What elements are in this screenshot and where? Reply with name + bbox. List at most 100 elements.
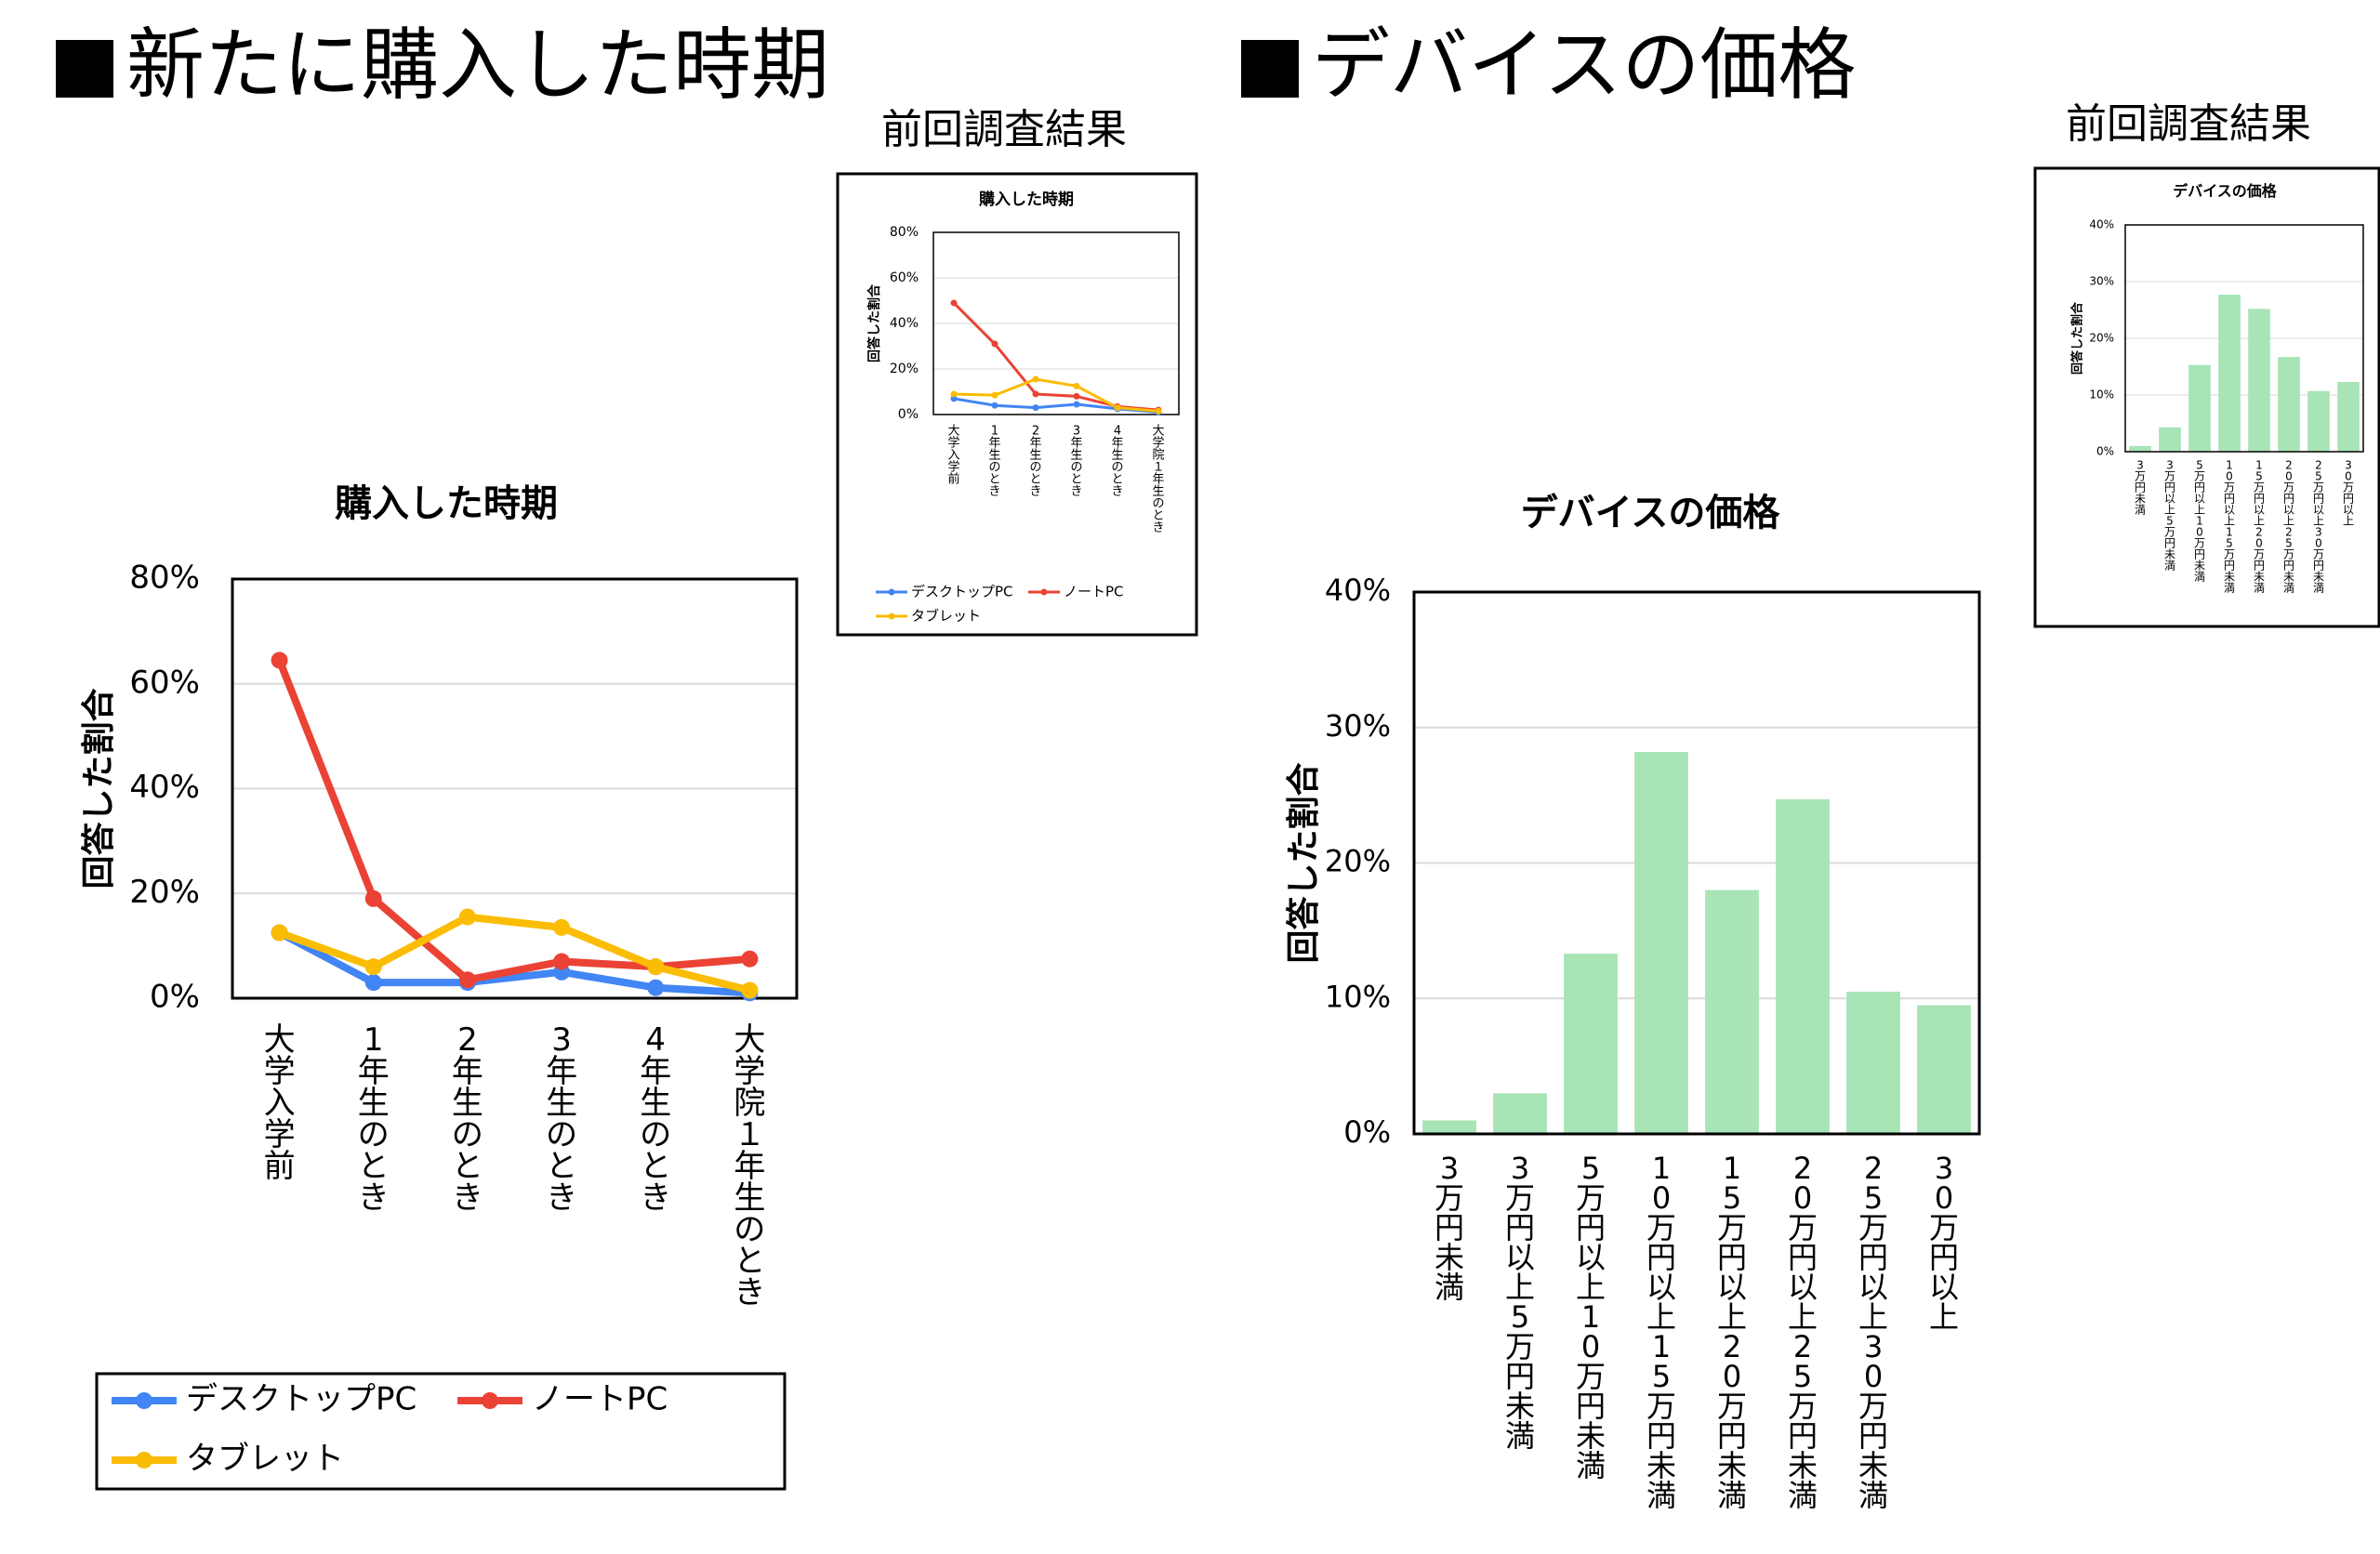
purchase-main-data-point: [458, 971, 476, 989]
price-main-y-tick-label: 0%: [1343, 1114, 1391, 1150]
purchase-previous-frame: [836, 172, 1198, 637]
purchase-main-x-tick-label: 大学入学前: [264, 1021, 296, 1185]
purchase-previous-data-point: [1114, 404, 1121, 412]
price-previous-bar: [2248, 309, 2270, 452]
purchase-previous-data-point: [991, 402, 998, 409]
price-main-bar: [1846, 991, 1900, 1134]
purchase-previous-legend-label: ノートPC: [1064, 584, 1124, 600]
purchase-previous-data-point: [1155, 407, 1162, 415]
price-previous-bar: [2278, 357, 2300, 452]
price-main-bar: [1705, 889, 1759, 1134]
right-section-heading: デバイスの価格: [1241, 19, 1856, 112]
price-main-y-tick-label: 30%: [1325, 708, 1391, 744]
purchase-previous-legend-marker: [888, 612, 895, 620]
purchase-previous-data-point: [950, 299, 958, 307]
purchase-previous-x-tick-label: 2 年生のとき: [1029, 424, 1041, 498]
purchase-main-y-tick-label: 20%: [129, 874, 200, 911]
purchase-main-data-point: [553, 918, 571, 936]
price-previous-plot-area: [2124, 224, 2364, 453]
purchase-previous-data-point: [1032, 390, 1039, 398]
price-main-y-axis-label: 回答した割合: [1285, 762, 1323, 963]
price-main-bar: [1634, 751, 1688, 1134]
price-previous-x-tick-label: 2 0 万円以上 2 5 万円未満: [2283, 459, 2294, 595]
price-main-x-tick-label: 3 万円以上 5 万円未満: [1505, 1151, 1535, 1454]
purchase-main-data-point: [271, 924, 288, 942]
purchase-previous-plot-area: [932, 231, 1180, 415]
purchase-main-x-tick-label: 3 年生のとき: [546, 1021, 577, 1217]
price-main-plot-area: [1412, 590, 1981, 1136]
left-section-heading-text: 新たに購入した時期: [126, 20, 830, 111]
square-bullet-icon: [56, 40, 113, 98]
purchase-main-legend-marker: [136, 1452, 152, 1468]
price-previous-x-tick-label: 3 0 万円以上: [2343, 459, 2354, 528]
purchase-main-x-tick-label: 4 年生のとき: [640, 1021, 671, 1217]
purchase-main-data-point: [647, 958, 665, 976]
purchase-previous-legend-label: デスクトップPC: [911, 584, 1013, 600]
purchase-previous-data-point: [991, 391, 998, 399]
purchase-previous-x-tick-label: 3 年生のとき: [1070, 424, 1082, 498]
purchase-main-series-line: [278, 913, 751, 994]
price-main-chart: デバイスの価格 0% 10% 20% 30% 40% 回答した割合 3 万円未満 3 万円以上 5 万円…: [1285, 492, 1981, 1513]
purchase-previous-series-line: [953, 377, 1159, 413]
previous-result-label-right: 前回調査結果: [2066, 100, 2311, 148]
purchase-previous-y-tick-label: 40%: [890, 316, 919, 331]
price-previous-y-tick-label: 10%: [2089, 388, 2114, 402]
price-previous-y-tick-label: 0%: [2096, 445, 2114, 458]
purchase-main-y-tick-label: 60%: [129, 664, 200, 701]
purchase-previous-title: 購入した時期: [979, 190, 1074, 209]
purchase-previous-data-point: [950, 395, 958, 402]
purchase-main-data-point: [364, 974, 382, 992]
purchase-main-x-tick-label: 2 年生のとき: [452, 1021, 483, 1217]
price-previous-bar: [2188, 364, 2211, 452]
purchase-previous-data-point: [1032, 375, 1039, 383]
purchase-previous-y-tick-label: 20%: [890, 362, 919, 376]
purchase-main-data-point: [741, 981, 759, 999]
price-previous-x-tick-label: 3 万円未満: [2135, 459, 2146, 517]
price-previous-bar: [2159, 427, 2181, 452]
price-main-x-tick-label: 3 0 万円以上: [1929, 1151, 1959, 1335]
price-previous-bar: [2129, 445, 2151, 452]
purchase-main-title: 購入した時期: [335, 482, 558, 525]
purchase-main-data-point: [553, 953, 571, 970]
purchase-main-data-point: [647, 979, 665, 996]
purchase-main-y-axis-label: 回答した割合: [80, 688, 118, 889]
purchase-previous-y-tick-label: 60%: [890, 270, 919, 285]
purchase-previous-x-tick-label: 大学入学前: [947, 424, 959, 486]
purchase-previous-data-point: [1073, 401, 1080, 408]
price-main-y-tick-label: 20%: [1325, 844, 1391, 879]
price-previous-y-axis-label: 回答した割合: [2070, 301, 2085, 375]
purchase-main-legend-label: ノートPC: [532, 1381, 668, 1418]
purchase-previous-data-point: [1073, 392, 1080, 400]
purchase-previous-legend-marker: [1040, 588, 1048, 596]
price-main-y-tick-label: 40%: [1325, 573, 1391, 608]
purchase-previous-x-tick-label: 4 年生のとき: [1111, 424, 1123, 498]
purchase-previous-data-point: [1073, 382, 1080, 389]
price-previous-x-tick-label: 1 5 万円以上 2 0 万円未満: [2254, 459, 2265, 595]
purchase-main-series-line: [277, 928, 750, 997]
price-main-bar: [1564, 954, 1618, 1134]
price-previous-bar: [2307, 390, 2330, 452]
purchase-main-legend: [95, 1372, 787, 1491]
price-previous-x-tick-label: 5 万円以上 1 0 万円未満: [2194, 459, 2205, 584]
purchase-main-y-tick-label: 80%: [129, 560, 200, 597]
purchase-main-legend-marker: [482, 1392, 498, 1409]
purchase-main-data-point: [364, 889, 382, 907]
price-previous-bar: [2337, 381, 2360, 452]
price-main-title: デバイスの価格: [1521, 492, 1781, 534]
price-previous-x-tick-label: 1 0 万円以上 1 5 万円未満: [2224, 459, 2235, 595]
purchase-previous-data-point: [950, 390, 958, 398]
price-main-x-tick-label: 1 5 万円以上 2 0 万円未満: [1717, 1151, 1747, 1513]
purchase-main-series-line: [275, 658, 750, 984]
price-main-x-tick-label: 2 5 万円以上 3 0 万円未満: [1858, 1151, 1888, 1513]
price-previous-y-tick-label: 30%: [2089, 275, 2114, 288]
price-main-x-tick-label: 3 万円未満: [1435, 1151, 1464, 1305]
purchase-main-legend-marker: [136, 1392, 152, 1409]
purchase-main-x-tick-label: 大学院１年生のとき: [734, 1021, 765, 1311]
price-main-bar: [1917, 1005, 1971, 1134]
purchase-main-data-point: [741, 950, 759, 968]
price-previous-chart: デバイスの価格 0% 10% 20% 30% 40% 回答した割合 3 万円未満 3 万円以上 5 万円…: [2033, 166, 2380, 628]
price-main-bar: [1493, 1093, 1547, 1134]
purchase-main-legend-label: デスクトップPC: [186, 1381, 416, 1418]
